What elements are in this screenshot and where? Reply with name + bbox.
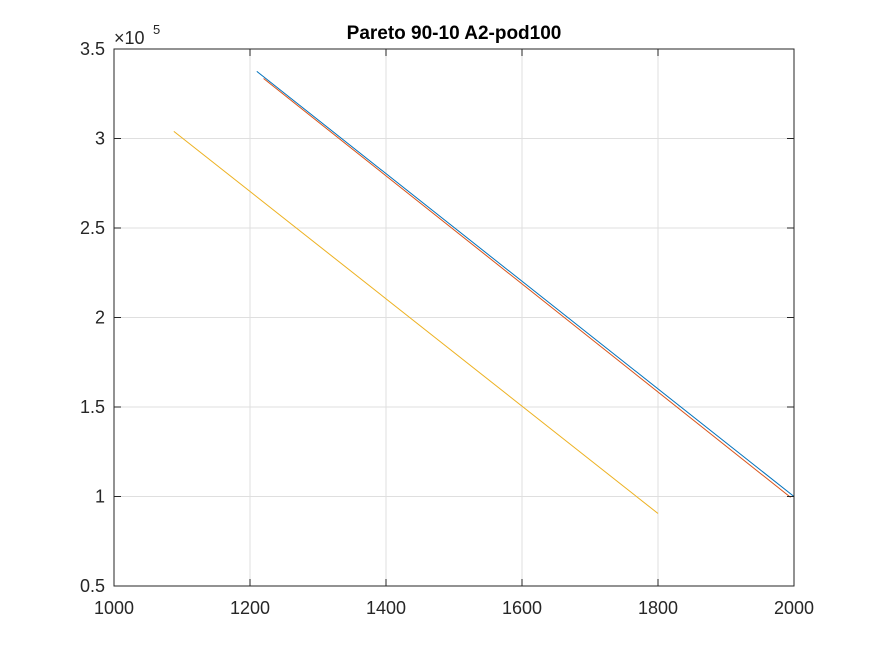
y-exponent-base: ×10	[114, 28, 145, 48]
x-tick-labels: 1000 1200 1400 1600 1800 2000	[94, 598, 814, 618]
x-tick-label: 1800	[638, 598, 678, 618]
y-tick-label: 0.5	[80, 576, 105, 596]
x-tick-label: 1200	[230, 598, 270, 618]
series-line-3	[173, 130, 659, 514]
axis-ticks	[113, 48, 795, 587]
data-series	[173, 70, 795, 514]
x-tick-label: 1000	[94, 598, 134, 618]
series-line-1	[256, 70, 795, 497]
x-tick-label: 2000	[774, 598, 814, 618]
x-tick-label: 1600	[502, 598, 542, 618]
chart-title: Pareto 90-10 A2-pod100	[347, 23, 562, 44]
y-tick-label: 1	[95, 487, 105, 507]
series-line-2	[263, 78, 791, 498]
y-exponent-power: 5	[153, 22, 160, 37]
x-tick-label: 1400	[366, 598, 406, 618]
y-tick-label: 3	[95, 129, 105, 149]
y-tick-labels: 0.5 1 1.5 2 2.5 3 3.5	[80, 39, 105, 596]
y-tick-label: 3.5	[80, 39, 105, 59]
y-tick-label: 1.5	[80, 397, 105, 417]
y-tick-label: 2.5	[80, 218, 105, 238]
y-tick-label: 2	[95, 308, 105, 328]
